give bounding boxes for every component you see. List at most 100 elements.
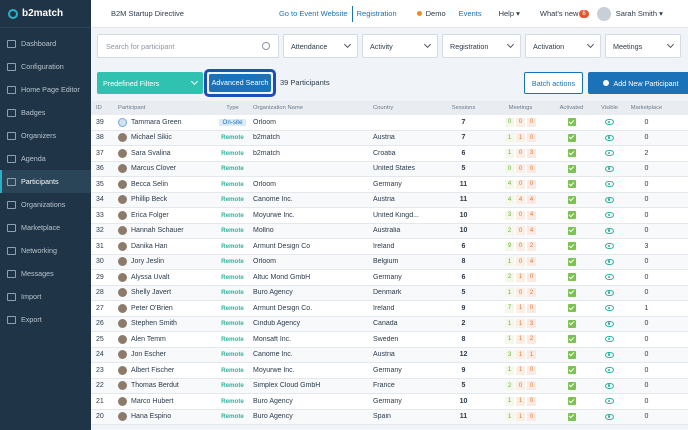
table-row[interactable]: 25 Alen Temm Remote Monsaft Inc. Sweden 8 1 1 2 0 <box>91 332 688 348</box>
sidebar-item-organizations[interactable]: Organizations <box>0 193 91 216</box>
registration-link[interactable]: Registration <box>356 9 397 18</box>
eye-icon[interactable] <box>605 274 614 281</box>
cell-visible[interactable] <box>590 258 629 265</box>
cell-activated[interactable] <box>553 273 590 282</box>
header-country[interactable]: Country <box>373 105 394 111</box>
table-row[interactable]: 21 Marco Hubert Remote Buro Agency Germany 10… <box>91 394 688 410</box>
cell-participant[interactable]: Sara Svalina <box>118 148 212 158</box>
attendance-filter[interactable]: Attendance <box>283 34 358 58</box>
cell-activated[interactable] <box>553 288 590 297</box>
cell-participant[interactable]: Marcus Clover <box>118 164 212 174</box>
add-new-participant-button[interactable]: Add New Participant <box>588 72 688 94</box>
eye-icon[interactable] <box>605 289 614 296</box>
cell-activated[interactable] <box>553 195 590 204</box>
cell-visible[interactable] <box>590 243 629 250</box>
predefined-filters-button[interactable]: Predefined Filters <box>97 72 203 94</box>
demo-menu[interactable]: Demo <box>416 9 446 18</box>
eye-icon[interactable] <box>605 413 614 420</box>
table-row[interactable]: 33 Erica Folger Remote Moyurwe Inc. United K… <box>91 208 688 224</box>
cell-participant[interactable]: Alyssa Uvalt <box>118 272 212 282</box>
cell-visible[interactable] <box>590 398 629 405</box>
cell-participant[interactable]: Hana Espino <box>118 412 212 422</box>
checkbox-checked-icon[interactable] <box>567 335 576 344</box>
sidebar-item-messages[interactable]: Messages <box>0 262 91 285</box>
table-row[interactable]: 27 Peter O'Brien Remote Armunt Design Co. Ir… <box>91 301 688 317</box>
checkbox-checked-icon[interactable] <box>567 180 576 189</box>
table-row[interactable]: 28 Shelly Javert Remote Buro Agency Denmark 5… <box>91 285 688 301</box>
logo[interactable]: b2match <box>0 0 91 28</box>
cell-participant[interactable]: Peter O'Brien <box>118 303 212 313</box>
eye-icon[interactable] <box>605 367 614 374</box>
eye-icon[interactable] <box>605 258 614 265</box>
cell-participant[interactable]: Danika Han <box>118 241 212 251</box>
table-row[interactable]: 20 Hana Espino Remote Buro Agency Spain 11 1 1 0… <box>91 409 688 425</box>
cell-activated[interactable] <box>553 133 590 142</box>
cell-activated[interactable] <box>553 257 590 266</box>
header-activated[interactable]: Activated <box>559 105 584 111</box>
eye-icon[interactable] <box>605 165 614 172</box>
header-meetings[interactable]: Meetings <box>508 105 533 111</box>
cell-activated[interactable] <box>553 366 590 375</box>
cell-visible[interactable] <box>590 320 629 327</box>
table-row[interactable]: 35 Becca Selin Remote Orloom Germany 11 4 0 0 0 <box>91 177 688 193</box>
cell-activated[interactable] <box>553 242 590 251</box>
cell-visible[interactable] <box>590 305 629 312</box>
sidebar-item-dashboard[interactable]: Dashboard <box>0 32 91 55</box>
checkbox-checked-icon[interactable] <box>567 397 576 406</box>
cell-participant[interactable]: Erica Folger <box>118 210 212 220</box>
checkbox-checked-icon[interactable] <box>567 133 576 142</box>
cell-participant[interactable]: Marco Hubert <box>118 396 212 406</box>
cell-visible[interactable] <box>590 196 629 203</box>
checkbox-checked-icon[interactable] <box>567 118 576 127</box>
cell-activated[interactable] <box>553 350 590 359</box>
checkbox-checked-icon[interactable] <box>567 273 576 282</box>
eye-icon[interactable] <box>605 382 614 389</box>
sidebar-item-networking[interactable]: Networking <box>0 239 91 262</box>
checkbox-checked-icon[interactable] <box>567 288 576 297</box>
eye-icon[interactable] <box>605 227 614 234</box>
cell-visible[interactable] <box>590 165 629 172</box>
cell-visible[interactable] <box>590 336 629 343</box>
cell-participant[interactable]: Jon Escher <box>118 350 212 360</box>
cell-activated[interactable] <box>553 412 590 421</box>
cell-participant[interactable]: Shelly Javert <box>118 288 212 298</box>
checkbox-checked-icon[interactable] <box>567 412 576 421</box>
table-row[interactable]: 24 Jon Escher Remote Canome Inc. Austria 12 3 1… <box>91 347 688 363</box>
table-row[interactable]: 23 Albert Fischer Remote Moyurwe Inc. German… <box>91 363 688 379</box>
cell-participant[interactable]: Jory Jeslin <box>118 257 212 267</box>
checkbox-checked-icon[interactable] <box>567 366 576 375</box>
checkbox-checked-icon[interactable] <box>567 226 576 235</box>
activation-filter[interactable]: Activation <box>525 34 601 58</box>
sidebar-item-badges[interactable]: Badges <box>0 101 91 124</box>
cell-visible[interactable] <box>590 413 629 420</box>
header-org[interactable]: Organization Name <box>253 105 303 111</box>
cell-visible[interactable] <box>590 134 629 141</box>
help-menu[interactable]: Help ▾ <box>498 9 520 18</box>
table-row[interactable]: 26 Stephen Smith Remote Cindub Agency Canada… <box>91 316 688 332</box>
eye-icon[interactable] <box>605 196 614 203</box>
header-sessions[interactable]: Sessions <box>451 105 476 111</box>
sidebar-item-marketplace[interactable]: Marketplace <box>0 216 91 239</box>
cell-activated[interactable] <box>553 118 590 127</box>
table-row[interactable]: 30 Jory Jeslin Remote Orloom Belgium 8 1 0 4 0 <box>91 254 688 270</box>
checkbox-checked-icon[interactable] <box>567 211 576 220</box>
eye-icon[interactable] <box>605 398 614 405</box>
eye-icon[interactable] <box>605 150 614 157</box>
table-row[interactable]: 37 Sara Svalina Remote b2match Croatia 6 1 0 3 2 <box>91 146 688 162</box>
checkbox-checked-icon[interactable] <box>567 242 576 251</box>
checkbox-checked-icon[interactable] <box>567 350 576 359</box>
table-row[interactable]: 34 Phillip Beck Remote Canome Inc. Austria 11… <box>91 192 688 208</box>
cell-activated[interactable] <box>553 180 590 189</box>
batch-actions-button[interactable]: Batch actions <box>524 72 583 94</box>
cell-activated[interactable] <box>553 335 590 344</box>
eye-icon[interactable] <box>605 320 614 327</box>
registration-filter[interactable]: Registration <box>442 34 521 58</box>
meetings-filter[interactable]: Meetings <box>605 34 681 58</box>
cell-participant[interactable]: Alen Temm <box>118 334 212 344</box>
cell-participant[interactable]: Thomas Berdut <box>118 381 212 391</box>
eye-icon[interactable] <box>605 336 614 343</box>
eye-icon[interactable] <box>605 351 614 358</box>
activity-filter[interactable]: Activity <box>362 34 438 58</box>
checkbox-checked-icon[interactable] <box>567 149 576 158</box>
cell-visible[interactable] <box>590 227 629 234</box>
